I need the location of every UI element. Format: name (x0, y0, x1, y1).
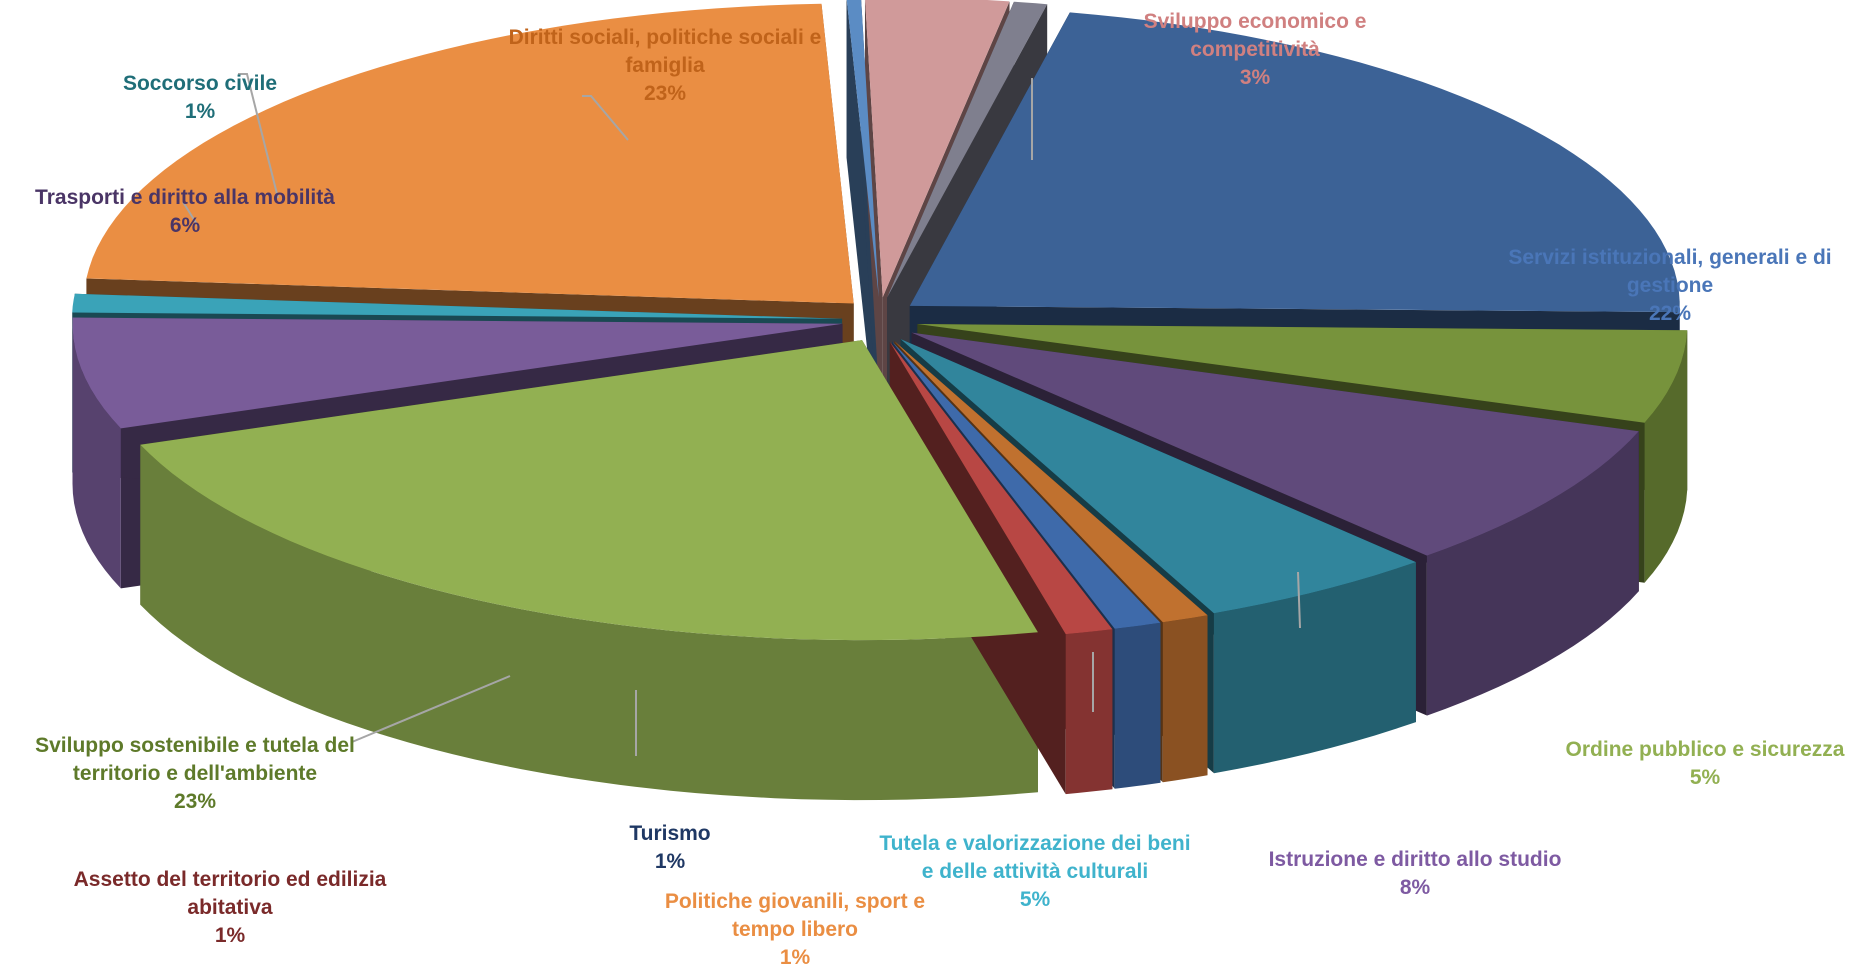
slice-top-assetto (889, 342, 1113, 635)
label-istruzione: Istruzione e diritto allo studio 8% (1268, 848, 1562, 899)
label-giovani: Politiche giovanili, sport e tempo libero… (664, 890, 926, 969)
label-cultura: Tutela e valorizzazione dei beni e delle … (879, 832, 1191, 911)
label-ordine: Ordine pubblico e sicurezza 5% (1565, 738, 1845, 789)
slice-outer-ordine-0 (1644, 330, 1688, 583)
slice-top-ordine (917, 324, 1688, 423)
label-assetto: Assetto del territorio ed edilizia abitat… (73, 868, 387, 947)
slice-top-sostenibile (140, 340, 1038, 641)
slice-top-istruzione (911, 332, 1639, 556)
slice-outer-cultura-0 (1213, 562, 1416, 774)
label-soccorso: Soccorso civile 1% (122, 72, 278, 123)
slice-outer-sostenibile-0 (140, 444, 1038, 801)
slice-outer-assetto-0 (1065, 629, 1113, 795)
leader-diritti (582, 95, 629, 141)
slice-top-cultura (900, 339, 1416, 614)
slice-top-tiny (846, 0, 879, 298)
slice-top-diritti (86, 3, 854, 304)
slice-outer-istruzione-0 (1426, 431, 1639, 716)
leader-lines (182, 73, 1301, 756)
slice-outer-trasporti-0 (72, 323, 121, 589)
leader-assetto (351, 675, 511, 743)
label-trasporti: Trasporti e diritto alla mobilità 6% (35, 186, 335, 237)
slice-outer-giovani-0 (1162, 615, 1208, 783)
label-sostenibile: Sviluppo sostenibile e tutela del territo… (35, 734, 355, 813)
leader-soccorso (238, 73, 279, 199)
leader-trasporti (182, 201, 199, 227)
label-diritti: Diritti sociali, politiche sociali e fami… (508, 26, 822, 105)
slice-top-soccorso (72, 293, 843, 319)
slice-top-sviluppo (865, 0, 1010, 298)
label-sviluppo: Sviluppo economico e competitività 3% (1143, 10, 1367, 89)
label-servizi: Servizi istituzionali, generali e di gest… (1508, 246, 1832, 325)
label-turismo: Turismo 1% (629, 822, 711, 873)
leader-ordine (1297, 571, 1301, 629)
slice-top-giovani (894, 341, 1208, 623)
slice-outer-turismo-0 (1114, 622, 1161, 789)
slice-top-grigio (887, 1, 1048, 298)
slice-top-servizi (909, 12, 1680, 313)
slice-top-trasporti (72, 317, 843, 429)
slice-top-turismo (892, 341, 1161, 629)
slice-tops (72, 0, 1688, 641)
slice-wall-tiny-0 (846, 0, 879, 458)
